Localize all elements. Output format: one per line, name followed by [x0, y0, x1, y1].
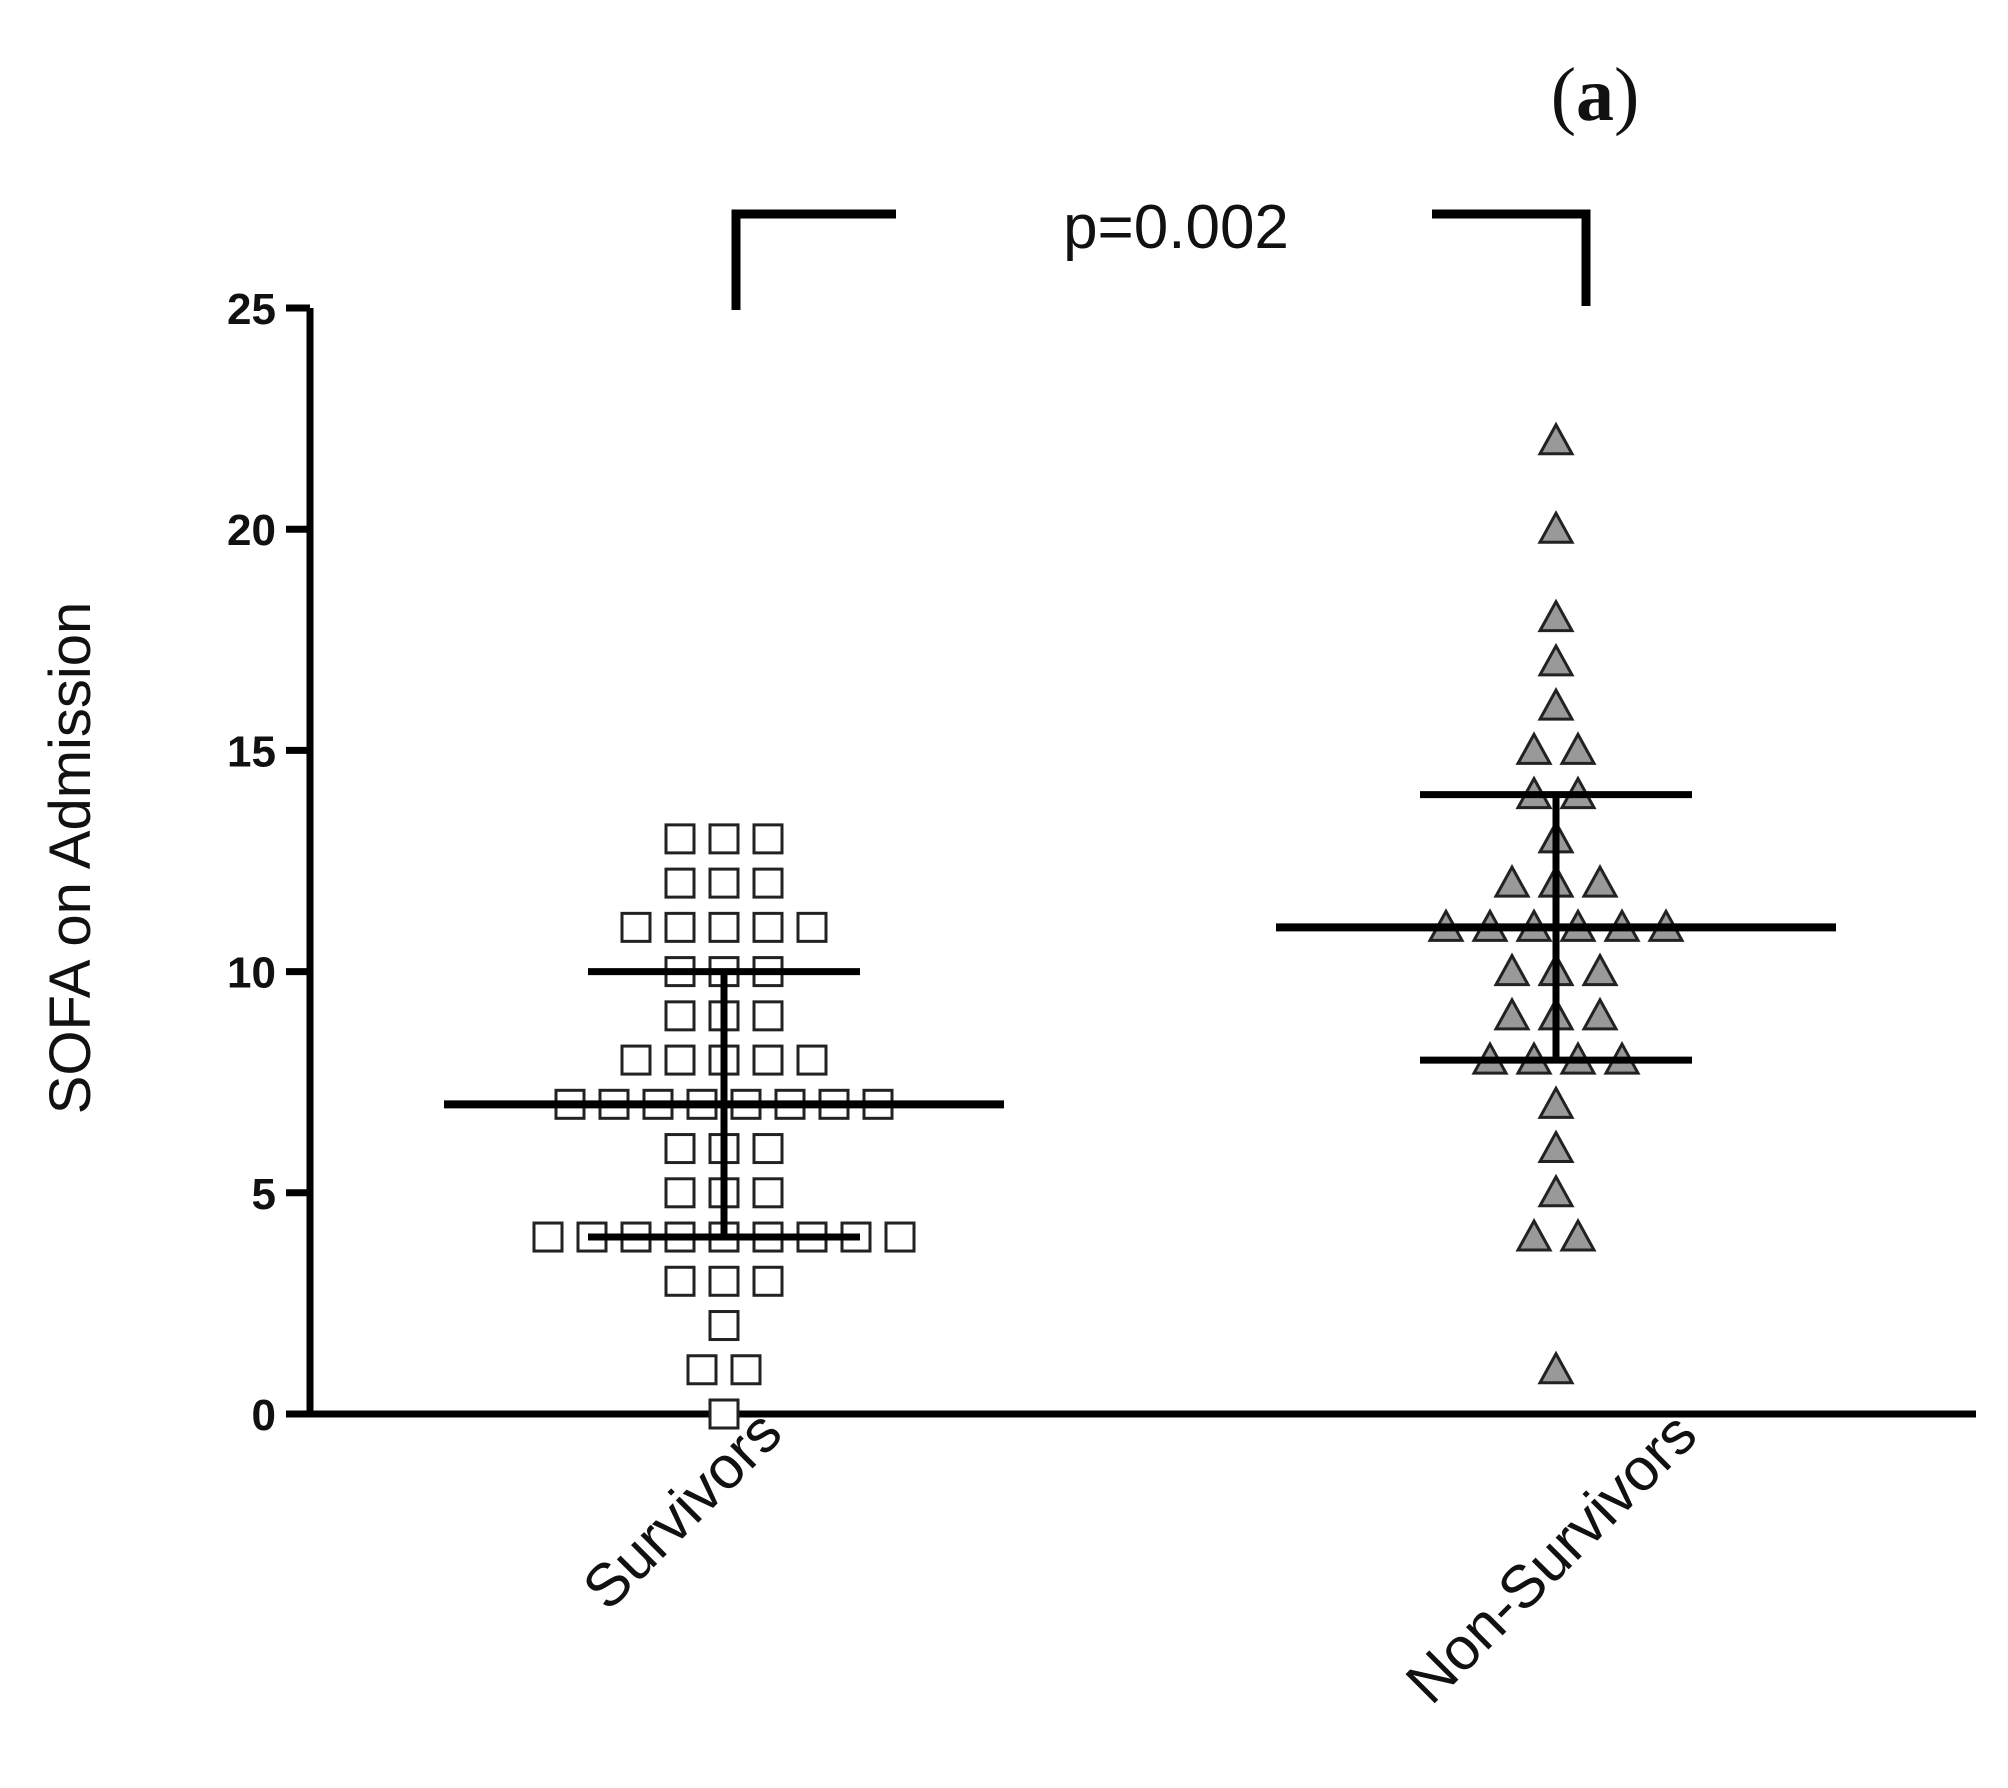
non-survivor-point-1	[1537, 510, 1575, 544]
y-tick-label-5: 5	[252, 1170, 276, 1219]
panel-label-close: )	[1614, 53, 1639, 137]
non-survivor-point-24	[1581, 996, 1619, 1031]
survivor-point-2	[752, 823, 784, 855]
y-tick-label-25: 25	[227, 285, 276, 334]
survivor-point-1	[708, 823, 740, 855]
survivor-point-36	[532, 1221, 564, 1253]
survivor-point-32	[752, 1133, 784, 1165]
non-survivor-point-22	[1493, 996, 1531, 1031]
survivor-point-21	[796, 1044, 828, 1076]
non-survivor-point-4	[1537, 687, 1575, 721]
survivor-point-30	[664, 1133, 696, 1165]
x-category-label-survivors: Survivors	[570, 1398, 794, 1622]
survivor-point-3	[664, 867, 696, 899]
bracket-right	[1432, 209, 1591, 306]
non-survivor-point-34	[1537, 1350, 1575, 1385]
non-survivor-point-32	[1515, 1217, 1553, 1252]
survivor-point-5	[752, 867, 784, 899]
non-survivor-point-2	[1537, 598, 1575, 633]
survivor-point-44	[884, 1221, 916, 1253]
y-axis-title: SOFA on Admission	[38, 602, 103, 1115]
x-axis: Survivors Non-Survivors	[286, 1398, 1976, 1716]
panel-label: (a)	[1551, 53, 1640, 137]
non-survivor-point-5	[1515, 731, 1553, 765]
y-tick-label-10: 10	[227, 949, 276, 998]
survivor-point-20	[752, 1044, 784, 1076]
panel-label-letter: a	[1576, 53, 1614, 137]
non-survivor-point-3	[1537, 642, 1575, 677]
survivor-point-51	[708, 1398, 740, 1430]
survivor-point-18	[664, 1044, 696, 1076]
y-tick-label-0: 0	[252, 1391, 276, 1440]
survivor-point-14	[664, 1000, 696, 1032]
survivor-point-9	[752, 911, 784, 943]
non-survivor-point-6	[1559, 731, 1597, 765]
p-value-annotation: p=0.002	[1063, 193, 1289, 262]
non-survivor-point-0	[1537, 421, 1575, 456]
survivor-point-8	[708, 911, 740, 943]
y-tick-label-15: 15	[227, 727, 276, 776]
survivor-point-47	[752, 1265, 784, 1297]
survivor-point-49	[686, 1354, 718, 1386]
non-survivor-point-10	[1493, 864, 1531, 898]
y-axis: 0 5 10 15 20 25	[227, 285, 314, 1440]
survivor-point-10	[796, 911, 828, 943]
survivor-point-35	[752, 1177, 784, 1209]
survivor-point-48	[708, 1310, 740, 1342]
survivor-point-7	[664, 911, 696, 943]
x-category-label-non-survivors: Non-Survivors	[1393, 1400, 1709, 1716]
survivor-point-46	[708, 1265, 740, 1297]
survivor-point-50	[730, 1354, 762, 1386]
non-survivor-point-30	[1537, 1129, 1575, 1164]
survivor-point-0	[664, 823, 696, 855]
survivor-point-4	[708, 867, 740, 899]
panel-label-open: (	[1551, 53, 1576, 137]
survivor-point-17	[620, 1044, 652, 1076]
significance-bracket: p=0.002	[731, 193, 1591, 310]
non-survivor-point-33	[1559, 1217, 1597, 1252]
summary-bars	[444, 791, 1836, 1241]
y-tick-label-20: 20	[227, 506, 276, 555]
non-survivor-point-21	[1581, 952, 1619, 987]
survivor-point-33	[664, 1177, 696, 1209]
non-survivor-point-12	[1581, 864, 1619, 898]
non-survivor-point-29	[1537, 1085, 1575, 1119]
survivor-point-45	[664, 1265, 696, 1297]
survivor-point-6	[620, 911, 652, 943]
non-survivor-point-31	[1537, 1173, 1575, 1208]
bracket-left	[731, 209, 896, 310]
survivor-point-16	[752, 1000, 784, 1032]
non-survivor-point-19	[1493, 952, 1531, 987]
